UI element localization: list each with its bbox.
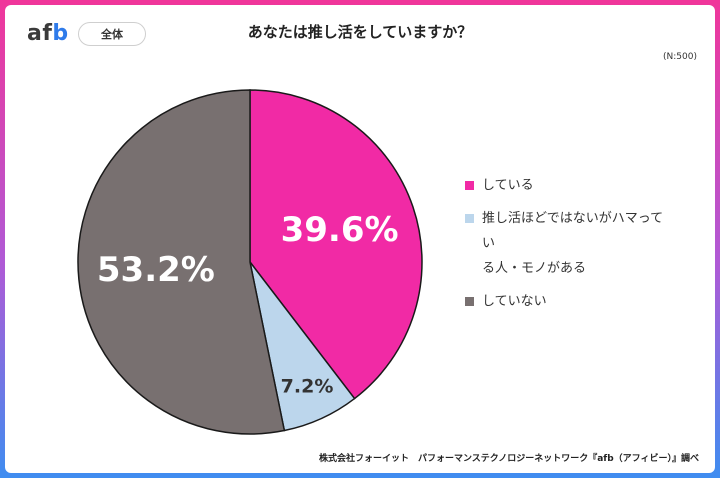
- legend-swatch-3: [465, 297, 474, 306]
- legend-item-3: していない: [465, 289, 672, 314]
- chart-card: afb 全体 あなたは推し活をしていますか？ (N:500) 39.6% 7.2%…: [5, 5, 715, 473]
- legend-label-3: していない: [482, 294, 547, 309]
- legend: している推し活ほどではないがハマってい る人・モノがあるしていない: [465, 173, 672, 322]
- afb-logo: afb: [27, 21, 69, 46]
- slice-label-2: 7.2%: [281, 376, 334, 398]
- sample-size: (N:500): [663, 52, 697, 62]
- legend-item-1: している: [465, 173, 672, 198]
- legend-item-2: 推し活ほどではないがハマってい る人・モノがある: [465, 206, 672, 281]
- legend-swatch-1: [465, 181, 474, 190]
- slice-label-3: 53.2%: [97, 250, 215, 290]
- source-credit: 株式会社フォーイット パフォーマンステクノロジーネットワーク『afb（アフィビー…: [318, 454, 699, 464]
- filter-pill[interactable]: 全体: [78, 22, 146, 46]
- legend-label-2: 推し活ほどではないがハマってい る人・モノがある: [482, 211, 664, 276]
- pie-slice-1: [249, 89, 423, 400]
- chart-title: あなたは推し活をしていますか？: [247, 23, 473, 41]
- legend-label-1: している: [482, 178, 534, 193]
- pie-slice-3: [77, 89, 286, 435]
- slice-label-1: 39.6%: [281, 210, 399, 250]
- legend-swatch-2: [465, 214, 474, 223]
- pie-chart: 39.6% 7.2% 53.2%: [77, 89, 423, 435]
